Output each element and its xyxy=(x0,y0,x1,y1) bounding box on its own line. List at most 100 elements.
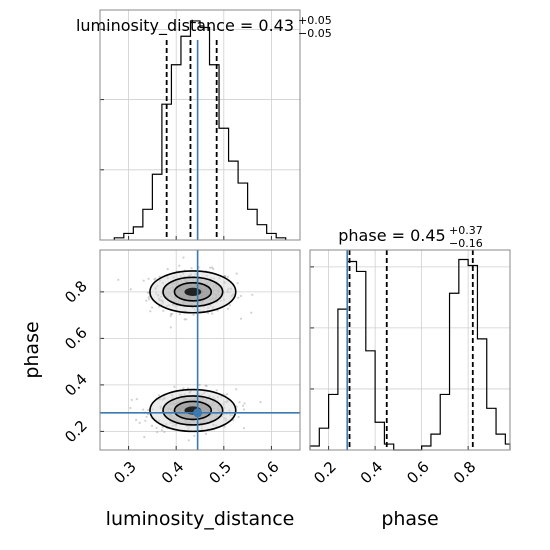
scatter-point xyxy=(149,310,152,313)
scatter-point xyxy=(238,401,241,404)
top-quantile-lines xyxy=(165,40,218,240)
top-histogram xyxy=(113,20,287,240)
y-tick-label: 0.6 xyxy=(61,324,91,354)
x-tick-label: 0.3 xyxy=(110,458,140,488)
scatter-point xyxy=(173,385,176,388)
scatter-point xyxy=(169,312,172,316)
phase-grid xyxy=(310,250,510,450)
scatter-point xyxy=(182,256,185,259)
scatter-point xyxy=(205,384,208,388)
scatter-point xyxy=(157,394,160,397)
scatter-point xyxy=(242,408,246,411)
x-axis-label: luminosity_distance xyxy=(106,508,295,530)
scatter-point xyxy=(182,387,185,390)
contour-line xyxy=(162,395,224,426)
scatter-point xyxy=(235,405,238,408)
scatter-point xyxy=(143,436,146,439)
scatter-point xyxy=(156,431,159,434)
scatter-point xyxy=(130,398,133,401)
x-tick-label: 0.6 xyxy=(403,458,433,488)
scatter-point xyxy=(153,278,156,281)
scatter-point xyxy=(239,317,243,320)
contour-line xyxy=(149,270,237,314)
contour-line xyxy=(173,282,213,302)
scatter-point xyxy=(183,318,186,321)
scatter-point xyxy=(178,264,181,267)
histogram-step xyxy=(113,20,287,240)
scatter-point xyxy=(235,272,238,275)
scatter-point xyxy=(226,393,229,396)
scatter-point xyxy=(154,277,157,280)
scatter-point xyxy=(259,401,262,404)
scatter-point xyxy=(207,311,210,315)
y-tick-label: 0.2 xyxy=(61,417,91,447)
scatter-point xyxy=(237,296,240,299)
title-param: luminosity_distance xyxy=(76,16,235,36)
title-value: 0.45 xyxy=(410,226,446,245)
scatter-point xyxy=(178,313,181,316)
scatter-y-tick-labels: 0.2 0.4 0.6 0.8 xyxy=(61,277,91,446)
truth-point xyxy=(193,408,203,418)
scatter-point xyxy=(135,398,138,401)
scatter-point xyxy=(144,419,147,422)
scatter-point xyxy=(211,312,214,315)
title-minus: −0.05 xyxy=(298,27,332,40)
phase-histogram-panel: 0.2 0.4 0.6 0.8 phase phase = 0.45 +0.37 −0… xyxy=(309,224,511,530)
luminosity-distance-histogram-panel: luminosity_distance = 0.43 +0.05 −0.05 xyxy=(76,9,332,241)
scatter-point xyxy=(192,313,195,316)
contour-line xyxy=(173,400,213,421)
top-panel-frame xyxy=(99,9,301,241)
scatter-point xyxy=(226,307,230,310)
scatter-point xyxy=(151,306,154,309)
scatter-point xyxy=(190,267,193,270)
scatter-point xyxy=(212,267,215,270)
scatter-point xyxy=(215,389,218,392)
scatter-point xyxy=(147,277,150,280)
scatter-point xyxy=(241,404,245,407)
scatter-point xyxy=(235,388,238,391)
scatter-point xyxy=(239,294,243,298)
title-plus: +0.05 xyxy=(298,14,332,27)
scatter-point xyxy=(236,282,239,285)
scatter-point xyxy=(224,275,227,278)
scatter-point xyxy=(171,312,174,316)
scatter-point xyxy=(209,266,212,269)
y-axis-label: phase xyxy=(21,321,43,378)
histogram-step xyxy=(309,258,511,451)
scatter-point xyxy=(138,421,141,424)
scatter-contours xyxy=(149,270,237,433)
scatter-point xyxy=(243,402,246,405)
phase-panel-frame xyxy=(309,249,511,451)
scatter-point xyxy=(150,424,154,427)
scatter-point xyxy=(242,427,245,430)
scatter-point xyxy=(135,418,138,421)
x-tick-label: 0.4 xyxy=(357,458,387,488)
x-tick-label: 0.4 xyxy=(158,458,188,488)
contour-core xyxy=(184,287,202,296)
scatter-point xyxy=(147,296,150,299)
scatter-point xyxy=(160,429,163,432)
scatter-point xyxy=(155,426,158,429)
scatter-point xyxy=(226,275,229,278)
scatter-point xyxy=(129,288,132,291)
top-grid xyxy=(100,10,300,240)
x-tick-label: 0.8 xyxy=(450,458,480,488)
title-value: 0.43 xyxy=(258,16,294,35)
scatter-point xyxy=(158,275,161,278)
scatter-point xyxy=(185,318,188,321)
scatter-point xyxy=(147,408,150,412)
phase-axis-label: phase xyxy=(381,508,438,530)
scatter-point xyxy=(169,326,172,329)
scatter-point xyxy=(193,434,196,437)
x-tick-label: 0.2 xyxy=(310,458,340,488)
scatter-point xyxy=(117,278,120,281)
x-tick-label: 0.5 xyxy=(205,458,235,488)
luminosity-distance-title: luminosity_distance = 0.43 xyxy=(76,16,294,36)
y-tick-label: 0.8 xyxy=(61,277,91,307)
phase-histogram xyxy=(309,258,511,451)
y-tick-label: 0.4 xyxy=(61,370,91,400)
contour-line xyxy=(149,388,237,433)
x-tick-label: 0.6 xyxy=(253,458,283,488)
scatter-point xyxy=(163,430,166,433)
scatter-point xyxy=(251,293,254,296)
